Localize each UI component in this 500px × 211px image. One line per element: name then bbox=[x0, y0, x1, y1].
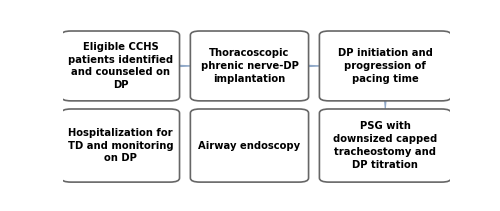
Text: Hospitalization for
TD and monitoring
on DP: Hospitalization for TD and monitoring on… bbox=[68, 128, 173, 163]
FancyBboxPatch shape bbox=[190, 31, 308, 101]
FancyBboxPatch shape bbox=[62, 109, 180, 182]
FancyBboxPatch shape bbox=[320, 109, 451, 182]
Text: DP initiation and
progression of
pacing time: DP initiation and progression of pacing … bbox=[338, 48, 432, 84]
FancyBboxPatch shape bbox=[62, 31, 180, 101]
FancyBboxPatch shape bbox=[190, 109, 308, 182]
Text: Eligible CCHS
patients identified
and counseled on
DP: Eligible CCHS patients identified and co… bbox=[68, 42, 173, 90]
Text: PSG with
downsized capped
tracheostomy and
DP titration: PSG with downsized capped tracheostomy a… bbox=[333, 121, 438, 170]
Text: Thoracoscopic
phrenic nerve-DP
implantation: Thoracoscopic phrenic nerve-DP implantat… bbox=[200, 48, 298, 84]
FancyBboxPatch shape bbox=[320, 31, 451, 101]
Text: Airway endoscopy: Airway endoscopy bbox=[198, 141, 300, 150]
